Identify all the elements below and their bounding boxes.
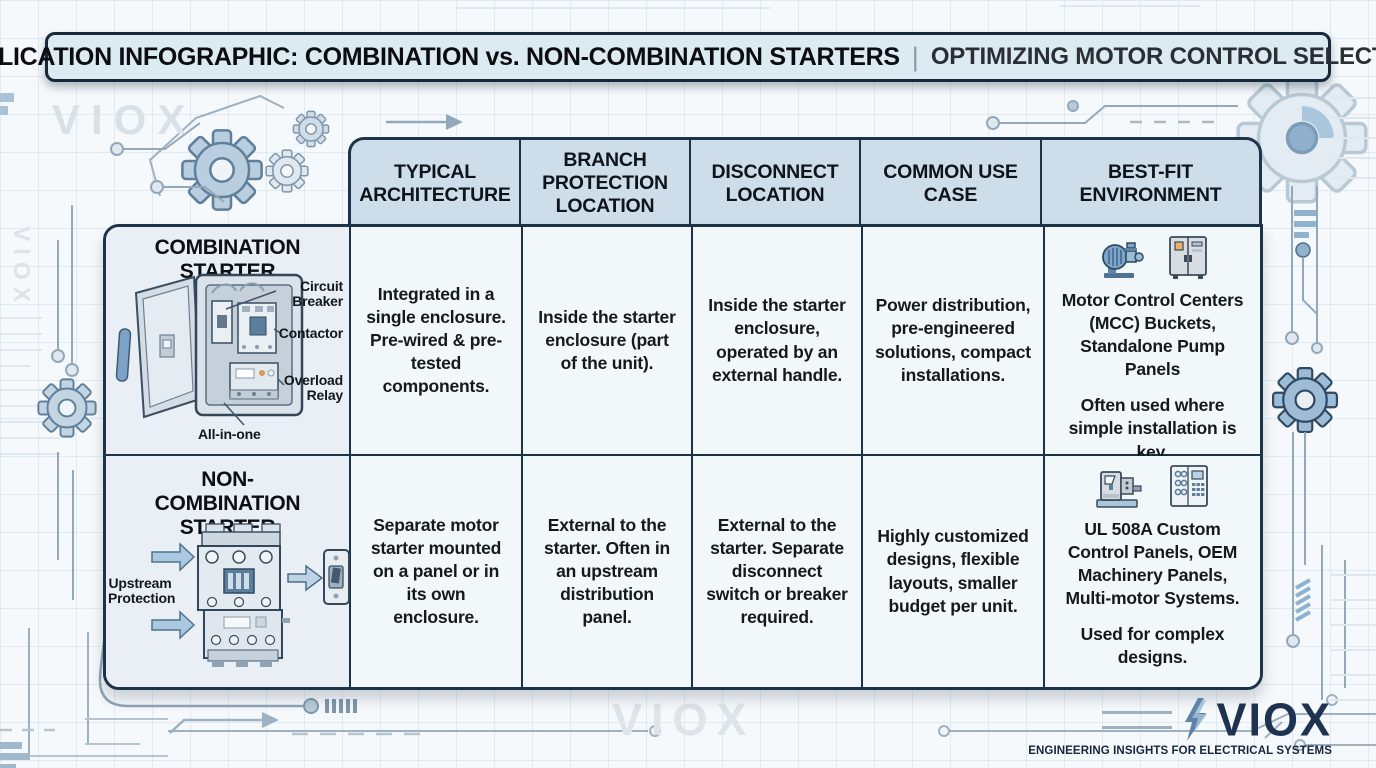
page-title-main: APPLICATION INFOGRAPHIC: COMBINATION vs.… (0, 42, 900, 71)
best-fit-text-2: Used for complex designs. (1080, 624, 1225, 668)
arrow-right-icon (446, 114, 463, 130)
arrow-right-icon (151, 610, 196, 640)
logo-wordmark: VIOX (1216, 693, 1332, 746)
callout-all-in-one: All-in-one (198, 426, 261, 442)
title-divider: | (911, 41, 919, 72)
cell-noncombination-disconnect-location: External to the starter. Separate discon… (693, 456, 863, 687)
cell-combination-best-fit: Motor Control Centers (MCC) Buckets, Sta… (1045, 227, 1260, 462)
lightning-bolt-icon (1185, 698, 1208, 741)
column-header-branch-protection: BRANCH PROTECTION LOCATION (521, 140, 691, 227)
table-header-row: TYPICAL ARCHITECTURE BRANCH PROTECTION L… (348, 137, 1262, 227)
cell-combination-branch-protection: Inside the starter enclosure (part of th… (523, 227, 693, 456)
column-header-disconnect-location: DISCONNECT LOCATION (691, 140, 861, 227)
gear-icon (1236, 72, 1368, 204)
gear-icon (37, 378, 97, 438)
viox-logo: VIOX ENGINEERING INSIGHTS FOR ELECTRICAL… (1028, 693, 1332, 757)
row-label-non-combination-starter: NON-COMBINATION STARTER (106, 456, 351, 687)
callout-contactor: Contactor (278, 325, 344, 341)
cell-combination-disconnect-location: Inside the starter enclosure, operated b… (693, 227, 863, 456)
best-fit-text-2: Often used where simple installation is … (1068, 395, 1237, 462)
arrow-right-icon (262, 712, 279, 728)
viox-watermark-top-left: VIOX (52, 96, 197, 143)
column-header-typical-architecture: TYPICAL ARCHITECTURE (351, 140, 521, 227)
cell-noncombination-common-use-case: Highly customized designs, flexible layo… (863, 456, 1045, 687)
gear-icon (181, 129, 263, 211)
pump-icon (1101, 242, 1144, 278)
cell-combination-typical-architecture: Integrated in a single enclosure. Pre-wi… (351, 227, 523, 456)
callout-upstream-protection: Upstream Protection (108, 575, 176, 607)
gear-icon (292, 110, 330, 148)
viox-watermark-bottom: VIOX (612, 694, 756, 745)
cell-combination-common-use-case: Power distribution, pre-engineered solut… (863, 227, 1045, 456)
cell-noncombination-typical-architecture: Separate motor starter mounted on a pane… (351, 456, 523, 687)
control-panel-icon (1169, 465, 1208, 507)
comparison-table: COMBINATION STARTER (103, 224, 1263, 690)
viox-watermark-left: VIOX (9, 226, 35, 309)
arrow-right-icon (151, 542, 196, 572)
gear-icon (1272, 367, 1338, 433)
logo-tagline: ENGINEERING INSIGHTS FOR ELECTRICAL SYST… (1028, 745, 1332, 757)
best-fit-text-1: Motor Control Centers (MCC) Buckets, Sta… (1061, 290, 1244, 380)
page-title-sub: OPTIMIZING MOTOR CONTROL SELECTION (930, 43, 1376, 70)
best-fit-text-1: UL 508A Custom Control Panels, OEM Machi… (1065, 519, 1240, 609)
cell-noncombination-branch-protection: External to the starter. Often in an ups… (523, 456, 693, 687)
combination-starter-illustration (115, 273, 304, 426)
gear-icon (265, 149, 309, 193)
title-bar: APPLICATION INFOGRAPHIC: COMBINATION vs.… (0, 32, 1376, 82)
column-header-common-use-case: COMMON USE CASE (861, 140, 1042, 227)
arrow-right-icon (287, 564, 324, 592)
callout-overload-relay: Overload Relay (283, 372, 343, 404)
cell-noncombination-best-fit: UL 508A Custom Control Panels, OEM Machi… (1045, 456, 1260, 687)
callout-circuit-breaker: Circuit Breaker (292, 278, 343, 310)
column-header-best-fit-environment: BEST-FIT ENVIRONMENT (1079, 160, 1222, 206)
row-label-combination-starter: COMBINATION STARTER (106, 227, 351, 456)
logo-lines-decor (1102, 711, 1173, 729)
control-cabinet-icon (1168, 236, 1207, 279)
machinery-icon (1095, 471, 1142, 508)
non-combination-starter-illustration (151, 523, 350, 667)
